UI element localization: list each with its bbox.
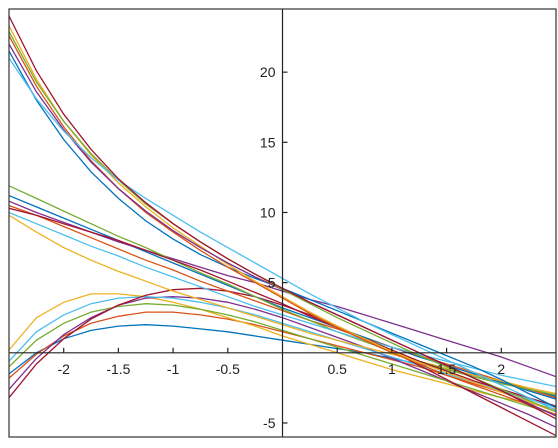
x-tick-label: -0.5 (216, 361, 240, 377)
x-tick-label: 2 (497, 361, 505, 377)
y-tick-label: 5 (268, 275, 276, 291)
x-tick-label: 0.5 (327, 361, 347, 377)
x-tick-label: 1.5 (437, 361, 457, 377)
tick-layer: -2 -1.5 -1 -0.5 0.5 1 1.5 2 -5 5 10 15 20 (57, 64, 505, 431)
y-tick-label: 10 (260, 204, 276, 220)
y-tick-label: -5 (263, 415, 276, 431)
y-tick-label: 20 (260, 64, 276, 80)
x-tick-label: -1.5 (106, 361, 130, 377)
plot-frame (8, 8, 557, 438)
x-tick-label: -2 (57, 361, 70, 377)
x-tick-label: 1 (388, 361, 396, 377)
x-tick-label: -1 (167, 361, 180, 377)
y-tick-label: 15 (260, 134, 276, 150)
